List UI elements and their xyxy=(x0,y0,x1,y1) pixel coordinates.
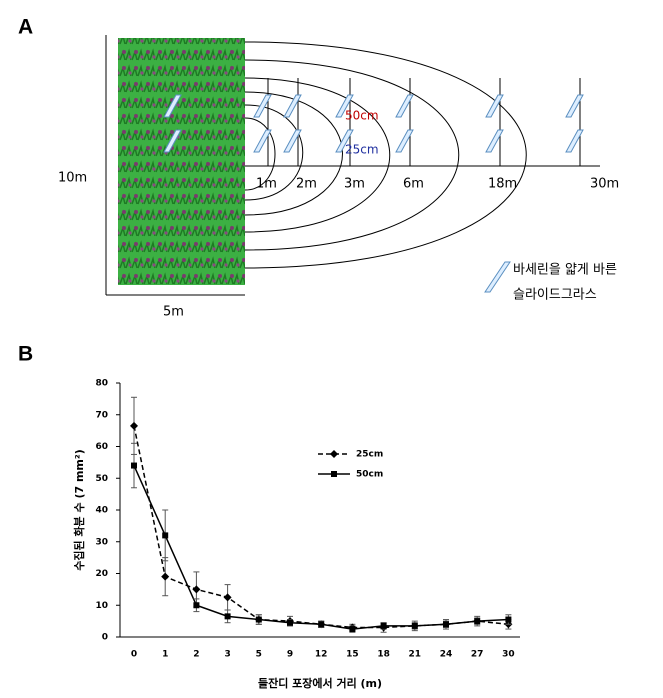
arc xyxy=(244,77,391,233)
distance-label: 1m xyxy=(256,177,277,192)
field-diagram xyxy=(105,35,600,296)
y-axis-title: 수집된 화분 수 (7 mm²) xyxy=(72,449,86,571)
x-tick-label: 0 xyxy=(131,650,137,660)
slide xyxy=(163,129,182,153)
marker xyxy=(161,572,170,581)
legend-marker xyxy=(331,471,337,477)
x-tick-label: 27 xyxy=(471,650,484,660)
distance-label: 3m xyxy=(344,177,365,192)
x-tick-label: 21 xyxy=(409,650,422,660)
legend-label: 50cm xyxy=(356,470,383,480)
marker xyxy=(192,585,201,594)
marker xyxy=(162,532,169,539)
slide xyxy=(485,94,504,118)
arc xyxy=(244,59,460,251)
slide xyxy=(485,129,504,153)
marker xyxy=(443,621,449,628)
slide xyxy=(335,129,354,153)
series-line xyxy=(133,465,509,630)
distance-label: 30m xyxy=(590,177,619,192)
y-tick-label: 80 xyxy=(95,379,108,389)
y-tick-label: 70 xyxy=(95,410,108,420)
marker xyxy=(349,626,356,633)
grass-field xyxy=(118,38,245,285)
distance-label: 6m xyxy=(403,177,424,192)
slide xyxy=(565,129,584,153)
slide xyxy=(335,94,354,118)
slide xyxy=(253,94,272,118)
marker xyxy=(130,421,138,430)
height-label: 10m xyxy=(58,171,87,186)
x-tick-label: 2 xyxy=(193,650,199,660)
marker xyxy=(255,616,262,623)
legend-label: 25cm xyxy=(356,450,383,460)
x-tick-label: 30 xyxy=(502,650,515,660)
x-tick-label: 5 xyxy=(256,650,262,660)
marker xyxy=(223,593,232,602)
y-tick-label: 50 xyxy=(95,474,108,484)
marker xyxy=(505,616,512,623)
slide-posts xyxy=(163,78,584,166)
marker xyxy=(380,622,387,629)
arc xyxy=(244,117,276,191)
x-tick-label: 24 xyxy=(440,650,453,660)
x-tick-label: 12 xyxy=(315,650,328,660)
arc xyxy=(244,91,343,216)
arc xyxy=(244,41,527,269)
y-tick-label: 30 xyxy=(95,537,108,547)
series-line xyxy=(133,425,509,629)
x-tick-label: 9 xyxy=(287,650,293,660)
height-label: 50cm xyxy=(345,109,379,123)
slide xyxy=(163,94,182,118)
marker xyxy=(318,621,325,628)
x-tick-label: 3 xyxy=(224,650,230,660)
marker xyxy=(131,462,137,469)
distance-label: 2m xyxy=(296,177,317,192)
distance-label: 18m xyxy=(488,177,517,192)
marker xyxy=(287,619,293,626)
width-label: 5m xyxy=(163,305,184,320)
slide xyxy=(283,94,302,118)
x-tick-label: 18 xyxy=(377,650,390,660)
y-tick-label: 10 xyxy=(95,601,108,611)
legend-text: 바세린을 얇게 바른 xyxy=(513,263,617,278)
x-tick-label: 1 xyxy=(162,650,168,660)
y-tick-label: 60 xyxy=(95,442,108,452)
y-tick-label: 20 xyxy=(95,569,108,579)
legend-text: 슬라이드그라스 xyxy=(513,288,597,303)
slide xyxy=(283,129,302,153)
slide xyxy=(565,94,584,118)
slide xyxy=(395,129,414,153)
legend-marker xyxy=(330,450,338,458)
marker xyxy=(411,622,418,629)
x-axis-title: 들잔디 포장에서 거리 (m) xyxy=(258,676,382,690)
height-label: 25cm xyxy=(345,143,379,157)
y-tick-label: 0 xyxy=(102,633,108,643)
panel-label: B xyxy=(18,343,33,366)
marker xyxy=(474,618,481,625)
panel-label: A xyxy=(18,16,33,39)
arc xyxy=(244,104,304,201)
marker xyxy=(224,613,231,620)
marker xyxy=(193,602,200,609)
x-tick-label: 15 xyxy=(346,650,359,660)
slide xyxy=(395,94,414,118)
legend-slide-icon xyxy=(484,261,511,293)
slide xyxy=(253,129,272,153)
y-tick-label: 40 xyxy=(95,506,108,516)
